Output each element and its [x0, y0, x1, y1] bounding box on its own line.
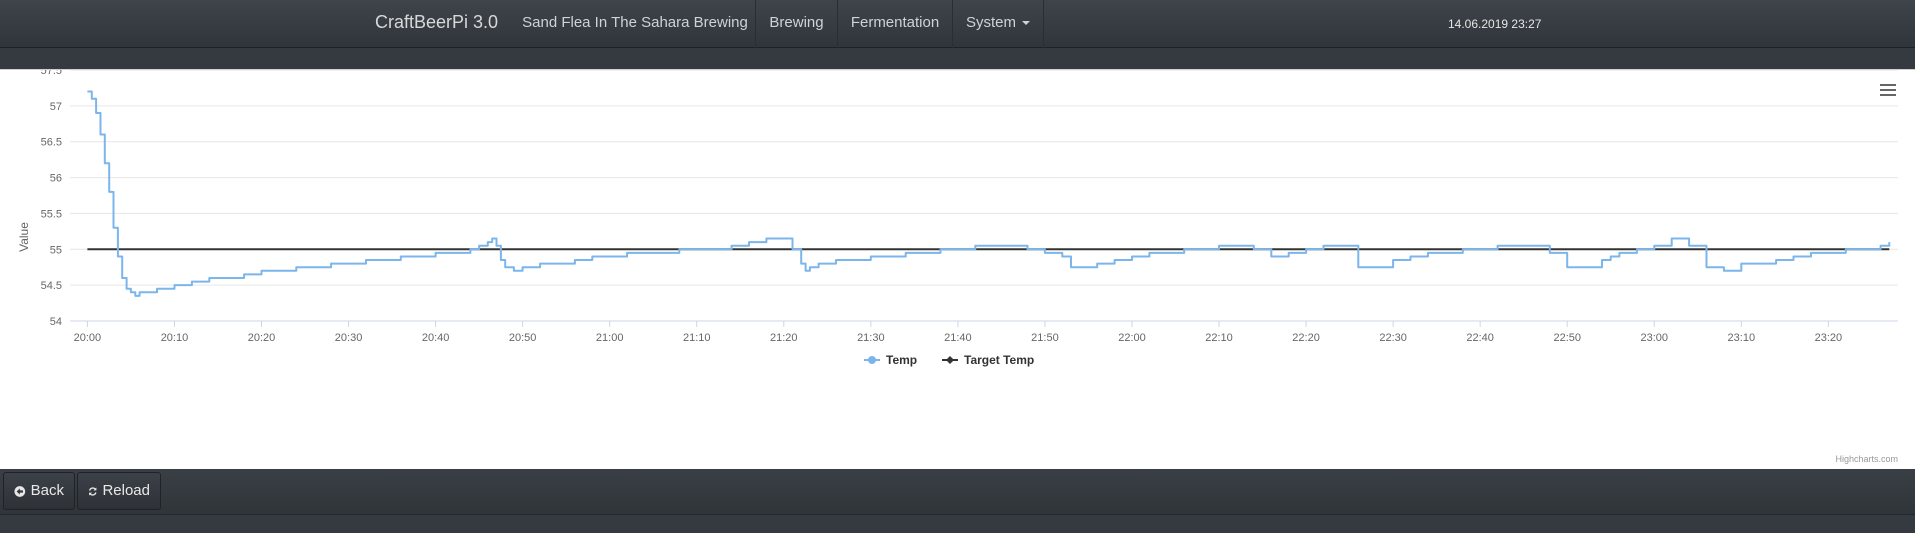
hamburger-menu-icon	[1880, 84, 1896, 96]
reload-button[interactable]: Reload	[77, 472, 161, 510]
x-tick-label: 20:40	[422, 332, 450, 344]
nav-system-label: System	[965, 14, 1016, 31]
y-tick-label: 54.5	[41, 280, 62, 292]
temperature-chart: 57.5 57 56.5 56 55.5 55 54.5 54 20:00 20:10 20:20…	[17, 70, 1898, 464]
legend-item-temp[interactable]: Temp	[864, 353, 917, 367]
chart-legend: Temp Target Temp	[864, 353, 1034, 367]
x-tick-label: 21:40	[944, 332, 972, 344]
y-tick-label: 56	[50, 173, 62, 185]
chart-credits[interactable]: Highcharts.com	[1835, 454, 1898, 464]
y-tick-label: 54	[50, 316, 62, 328]
chart-grid	[70, 70, 1898, 322]
x-tick-label: 23:00	[1641, 332, 1669, 344]
refresh-icon	[88, 486, 97, 496]
x-tick-label: 22:00	[1118, 332, 1146, 344]
legend-item-target-temp[interactable]: Target Temp	[942, 353, 1034, 367]
x-tick-label: 20:50	[509, 332, 537, 344]
current-datetime: 14.06.2019 23:27	[1448, 17, 1542, 31]
series-line-temp	[87, 90, 1891, 297]
arrow-circle-left-icon	[14, 485, 26, 497]
x-axis-ticks: 20:00 20:10 20:20 20:30 20:40 20:50 21:00 21:10…	[74, 321, 1842, 344]
y-axis-title: Value	[17, 222, 31, 252]
x-tick-label: 21:10	[683, 332, 711, 344]
x-tick-label: 22:40	[1466, 332, 1494, 344]
legend-label-temp: Temp	[886, 353, 917, 367]
x-tick-label: 20:10	[161, 332, 189, 344]
nav-fermentation[interactable]: Fermentation	[837, 0, 952, 48]
x-tick-label: 22:10	[1205, 332, 1233, 344]
x-tick-label: 20:00	[74, 332, 102, 344]
back-button-label: Back	[30, 482, 64, 499]
x-tick-label: 22:50	[1553, 332, 1581, 344]
chart-context-menu-button[interactable]	[1878, 82, 1898, 100]
x-tick-label: 21:50	[1031, 332, 1059, 344]
footer: Back Reload	[0, 469, 1915, 533]
nav-brewing[interactable]: Brewing	[755, 0, 837, 48]
y-tick-label: 57	[50, 101, 62, 113]
x-tick-label: 21:00	[596, 332, 624, 344]
back-button[interactable]: Back	[3, 472, 75, 510]
temperature-chart-panel: 57.5 57 56.5 56 55.5 55 54.5 54 20:00 20:10 20:20…	[0, 69, 1915, 469]
top-navbar: CraftBeerPi 3.0 Sand Flea In The Sahara …	[0, 0, 1915, 48]
y-tick-label: 55	[50, 244, 62, 256]
y-tick-label: 56.5	[41, 137, 62, 149]
chevron-down-icon	[1022, 21, 1030, 26]
footer-toolbar: Back Reload	[0, 469, 1915, 515]
y-tick-label: 55.5	[41, 208, 62, 220]
x-tick-label: 20:30	[335, 332, 363, 344]
x-tick-label: 23:10	[1728, 332, 1756, 344]
app-brand[interactable]: CraftBeerPi 3.0	[375, 12, 499, 32]
x-tick-label: 22:30	[1379, 332, 1407, 344]
x-tick-label: 23:20	[1815, 332, 1843, 344]
x-tick-label: 22:20	[1292, 332, 1320, 344]
nav-brewery-name[interactable]: Sand Flea In The Sahara Brewing	[522, 14, 748, 31]
legend-label-target-temp: Target Temp	[964, 353, 1034, 367]
nav-system-dropdown[interactable]: System	[952, 0, 1044, 48]
reload-button-label: Reload	[102, 482, 150, 499]
x-tick-label: 21:30	[857, 332, 885, 344]
x-tick-label: 20:20	[248, 332, 276, 344]
y-tick-label: 57.5	[41, 70, 62, 77]
x-tick-label: 21:20	[770, 332, 798, 344]
y-axis-ticks: 57.5 57 56.5 56 55.5 55 54.5 54	[41, 70, 62, 328]
